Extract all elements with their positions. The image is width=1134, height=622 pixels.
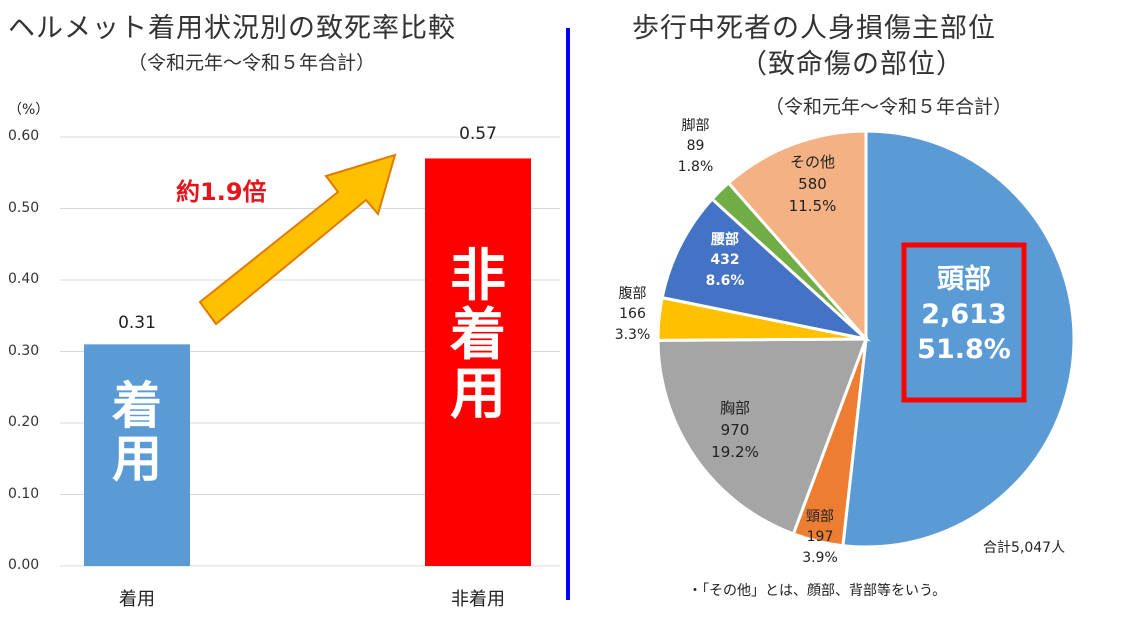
bar-text-not-wearing: 非着用: [450, 244, 506, 427]
pie-slice-0: [841, 129, 1076, 549]
y-axis-unit: （%）: [8, 102, 50, 118]
pie-note: ・「その他」とは、顔部、背部等をいう。: [688, 583, 947, 599]
pie-chart-title-2: （致命傷の部位）: [740, 49, 964, 80]
pie-label-abdomen: 腹部 166 3.3%: [614, 286, 651, 343]
pie-chart-title: 歩行中死者の人身損傷主部位: [632, 13, 996, 44]
pie-slice-6: [726, 129, 868, 343]
x-label-wearing: 着用: [119, 589, 155, 610]
pie-slice-4: [660, 196, 872, 342]
ratio-annotation: 約1.9倍: [176, 178, 267, 206]
y-tick-label: 0.30: [8, 342, 40, 359]
pie-label-head: 頭部 2,613 51.8%: [917, 264, 1011, 366]
bar-chart-subtitle: （令和元年～令和５年合計）: [128, 52, 376, 74]
head-highlight-box: [901, 242, 1027, 403]
bar-text-wearing: 着用: [112, 377, 162, 488]
pie-label-neck: 頸部 197 3.9%: [802, 509, 838, 566]
y-tick-label: 0.10: [8, 485, 40, 502]
bar-1: [425, 158, 531, 566]
x-label-not-wearing: 非着用: [451, 589, 505, 610]
pie: [656, 129, 1076, 549]
pie-total: 合計5,047人: [983, 540, 1066, 556]
y-tick-label: 0.00: [8, 557, 40, 573]
pie-chart-subtitle: （令和元年～令和５年合計）: [765, 96, 1013, 118]
y-tick-label: 0.40: [8, 271, 40, 287]
pie-label-other: その他 580 11.5%: [788, 153, 837, 215]
y-tick-label: 0.20: [8, 414, 40, 430]
bar-chart-title: ヘルメット着用状況別の致死率比較: [8, 13, 456, 44]
value-label-not-wearing: 0.57: [459, 124, 497, 144]
pie-label-waist: 腰部 432 8.6%: [705, 232, 745, 289]
pie-slice-2: [656, 337, 869, 536]
divider-line: [566, 28, 570, 600]
pie-label-legs: 脚部 89 1.8%: [677, 118, 714, 175]
bar-0: [84, 344, 190, 566]
value-label-wearing: 0.31: [118, 313, 156, 333]
increase-arrow: [198, 153, 397, 326]
y-tick-label: 0.50: [8, 199, 40, 216]
bars: [84, 158, 531, 566]
pie-label-chest: 胸部 970 19.2%: [711, 399, 759, 461]
y-tick-label: 0.60: [8, 128, 40, 144]
